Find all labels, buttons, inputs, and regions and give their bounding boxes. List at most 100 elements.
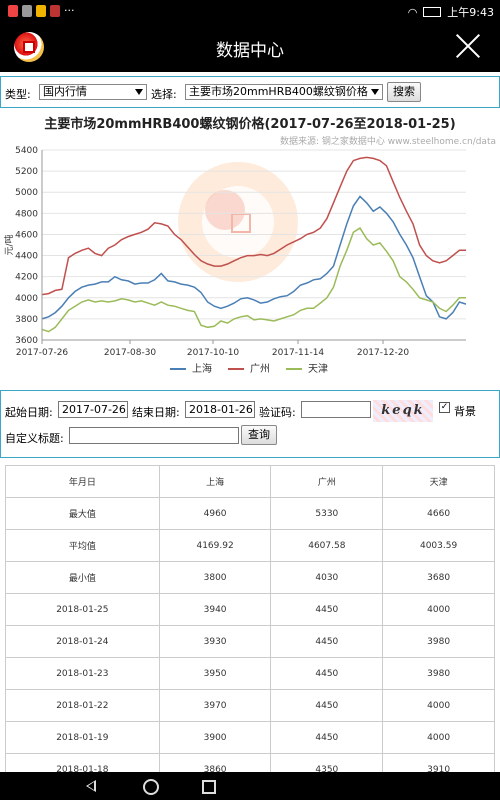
captcha-field[interactable] (301, 401, 371, 418)
custom-title-label: 自定义标题: (5, 432, 64, 445)
message-notification-icon (50, 4, 60, 17)
close-icon[interactable] (454, 32, 482, 60)
dropdown-arrow-icon (371, 89, 379, 95)
table-cell: 3970 (158, 689, 272, 722)
price-chart: 主要市场20mmHRB400螺纹钢价格(2017-07-26至2018-01-2… (0, 110, 500, 385)
table-cell: 最小值 (5, 561, 160, 594)
dropdown-arrow-icon (135, 89, 143, 95)
app-header: 数据中心 (0, 22, 500, 72)
type-label: 类型: (5, 88, 31, 101)
choose-select-value: 主要市场20mmHRB400螺纹钢价格 (189, 85, 368, 98)
y-tick-label: 3600 (15, 336, 38, 346)
series-line-1 (41, 195, 467, 320)
clock: 上午9:43 (447, 6, 494, 19)
y-tick-label: 5200 (15, 167, 38, 177)
x-tick-label: 2017-11-14 (272, 348, 325, 358)
table-cell: 3930 (158, 625, 272, 658)
table-cell: 4450 (270, 593, 384, 626)
y-tick-label: 5400 (15, 146, 38, 156)
choose-label: 选择: (151, 88, 177, 101)
table-cell: 3980 (382, 625, 495, 658)
search-button[interactable]: 搜索 (387, 82, 421, 102)
app-logo-icon (14, 32, 44, 62)
y-tick-label: 5000 (15, 188, 38, 198)
background-checkbox[interactable]: ✓ (439, 402, 450, 413)
table-row: 2018-01-23 3950 4450 3980 (5, 657, 495, 690)
table-cell: 4000 (382, 593, 495, 626)
background-label: 背景 (454, 405, 476, 418)
custom-query-panel: 起始日期: 2017-07-26 结束日期: 2018-01-26 验证码: k… (0, 390, 500, 458)
y-tick-label: 4800 (15, 209, 38, 219)
recent-apps-icon[interactable] (202, 780, 216, 794)
y-tick-label: 4000 (15, 294, 38, 304)
chart-svg: 5400 5200 5000 4800 4600 4400 4200 4000 3800 3600… (3, 146, 467, 375)
battery-icon (423, 7, 442, 17)
chart-source: 数据来源: 钢之家数据中心 www.steelhome.cn/data (280, 137, 496, 147)
watermark-logo (178, 162, 298, 282)
table-cell: 3680 (382, 561, 495, 594)
table-cell: 4000 (382, 689, 495, 722)
more-notifications-icon: ··· (64, 4, 75, 17)
page-title: 数据中心 (216, 41, 284, 61)
table-row: 2018-01-22 3970 4450 4000 (5, 689, 495, 722)
table-cell: 4450 (270, 689, 384, 722)
table-cell: 5330 (270, 497, 384, 530)
table-cell: 最大值 (5, 497, 160, 530)
captcha-label: 验证码: (259, 406, 296, 419)
app-notification-icon (8, 4, 18, 17)
table-cell: 2018-01-24 (5, 625, 160, 658)
y-tick-label: 4200 (15, 273, 38, 283)
chart-title: 主要市场20mmHRB400螺纹钢价格(2017-07-26至2018-01-2… (44, 117, 456, 132)
header-tianjin: 天津 (382, 465, 495, 498)
end-date-label: 结束日期: (132, 406, 180, 419)
table-row: 平均值 4169.92 4607.58 4003.59 (5, 529, 495, 562)
table-cell: 4450 (270, 625, 384, 658)
table-cell: 2018-01-22 (5, 689, 160, 722)
y-axis-label: 元/吨 (3, 234, 15, 255)
table-row: 2018-01-19 3900 4450 4000 (5, 721, 495, 754)
filter-bar: 类型: 国内行情 选择: 主要市场20mmHRB400螺纹钢价格 搜索 (0, 76, 500, 108)
table-cell: 2018-01-25 (5, 593, 160, 626)
notification-icons: ··· (8, 4, 75, 17)
x-tick-label: 2017-07-26 (16, 348, 69, 358)
table-cell: 3800 (158, 561, 272, 594)
start-date-label: 起始日期: (5, 406, 53, 419)
table-cell: 3900 (158, 721, 272, 754)
captcha-image[interactable]: keqk (373, 400, 433, 422)
series-line-3 (41, 227, 466, 333)
choose-select[interactable]: 主要市场20mmHRB400螺纹钢价格 (185, 84, 383, 100)
type-select-value: 国内行情 (43, 85, 87, 98)
custom-title-field[interactable] (69, 427, 239, 444)
header-shanghai: 上海 (158, 465, 272, 498)
table-row: 最大值 4960 5330 4660 (5, 497, 495, 530)
query-button[interactable]: 查询 (241, 425, 277, 445)
y-tick-label: 3800 (15, 315, 38, 325)
back-icon[interactable] (86, 780, 96, 792)
wifi-icon: ◠ (407, 5, 418, 19)
table-row: 2018-01-25 3940 4450 4000 (5, 593, 495, 626)
file-notification-icon (36, 4, 46, 17)
header-guangzhou: 广州 (270, 465, 384, 498)
table-row: 最小值 3800 4030 3680 (5, 561, 495, 594)
table-cell: 2018-01-19 (5, 721, 160, 754)
x-tick-label: 2017-10-10 (187, 348, 240, 358)
table-cell: 4450 (270, 657, 384, 690)
table-cell: 4169.92 (158, 529, 272, 562)
table-cell: 4607.58 (270, 529, 384, 562)
x-tick-label: 2017-12-20 (357, 348, 410, 358)
table-cell: 平均值 (5, 529, 160, 562)
y-tick-label: 4400 (15, 252, 38, 262)
start-date-field[interactable]: 2017-07-26 (58, 401, 128, 418)
table-cell: 3980 (382, 657, 495, 690)
table-cell: 4003.59 (382, 529, 495, 562)
home-icon[interactable] (143, 779, 159, 795)
table-cell: 4030 (270, 561, 384, 594)
end-date-field[interactable]: 2018-01-26 (185, 401, 255, 418)
type-select[interactable]: 国内行情 (39, 84, 147, 100)
table-cell: 4000 (382, 721, 495, 754)
table-cell: 4450 (270, 721, 384, 754)
x-tick-label: 2017-08-30 (104, 348, 157, 358)
gallery-notification-icon (22, 4, 32, 17)
series-line-2 (41, 156, 466, 296)
price-table: 年月日 上海 广州 天津 最大值 4960 5330 4660 平均值 4169.92 4… (5, 465, 495, 786)
